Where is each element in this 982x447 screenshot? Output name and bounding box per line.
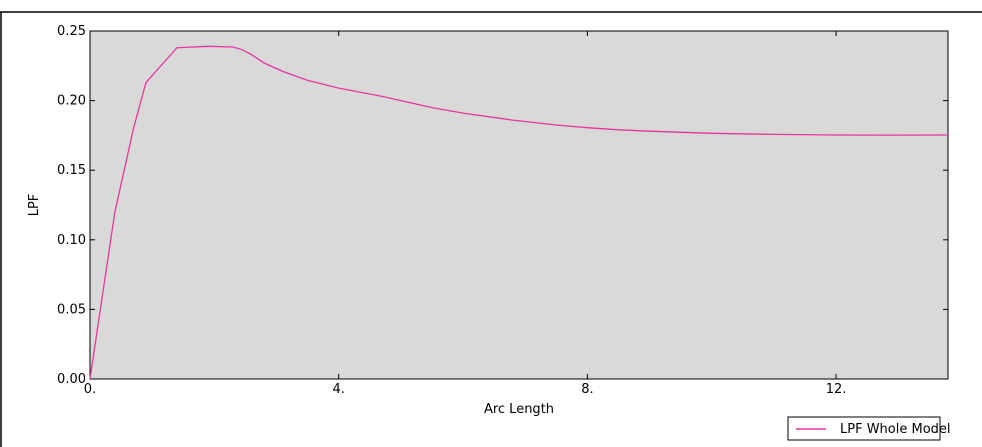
x-tick-label: 4. xyxy=(332,382,344,397)
y-tick-label: 0.00 xyxy=(57,372,86,387)
legend-label-lpf-whole-model: LPF Whole Model xyxy=(840,422,951,437)
y-tick-label: 0.20 xyxy=(57,94,86,109)
x-tick-label: 8. xyxy=(581,382,593,397)
x-axis-label: Arc Length xyxy=(484,402,554,417)
y-tick-label: 0.10 xyxy=(57,233,86,248)
y-tick-label: 0.15 xyxy=(57,163,86,178)
x-tick-label: 12. xyxy=(826,382,847,397)
y-axis-label: LPF xyxy=(27,194,42,217)
series-line-lpf-whole-model xyxy=(89,45,949,380)
legend-box xyxy=(787,416,941,441)
y-tick-label: 0.25 xyxy=(57,24,86,39)
y-tick-label: 0.05 xyxy=(57,302,86,317)
x-tick-label: 0. xyxy=(84,382,96,397)
plot-area xyxy=(89,30,949,380)
legend: LPF Whole Model xyxy=(787,416,951,441)
